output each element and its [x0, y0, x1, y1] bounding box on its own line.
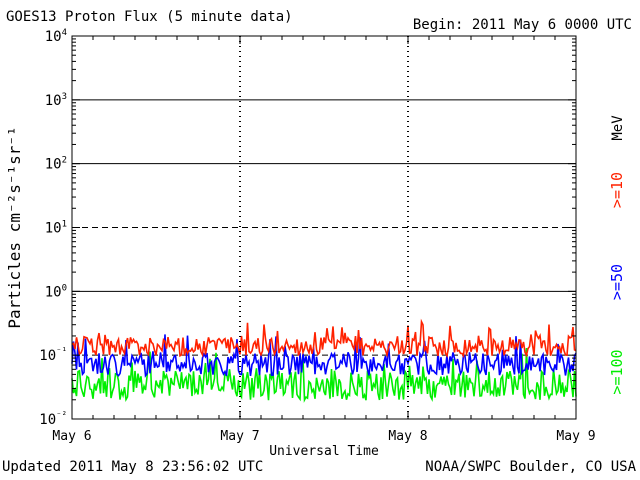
series-line	[71, 334, 577, 378]
legend-entry: >=100	[608, 349, 626, 394]
x-axis-label: Universal Time	[269, 444, 379, 459]
y-tick-label: 100	[45, 283, 67, 300]
series-line	[71, 347, 577, 403]
unit-label: MeV	[610, 115, 626, 141]
y-tick-label: 10⁻¹	[39, 347, 67, 364]
x-tick-label: May 8	[388, 429, 427, 444]
legend-entry: >=50	[608, 264, 626, 300]
y-tick-label: 104	[45, 28, 67, 45]
x-tick-label: May 9	[556, 429, 595, 444]
y-tick-label: 10⁻²	[39, 411, 67, 428]
y-axis-label: Particles cm⁻²s⁻¹sr⁻¹	[5, 126, 24, 328]
y-tick-label: 103	[45, 92, 67, 109]
legend-entry: >=10	[608, 172, 626, 208]
x-tick-label: May 7	[220, 429, 259, 444]
chart-title: GOES13 Proton Flux (5 minute data)	[6, 9, 293, 25]
source-credit: NOAA/SWPC Boulder, CO USA	[425, 459, 636, 475]
begin-time: Begin: 2011 May 6 0000 UTC	[412, 17, 632, 33]
y-tick-label: 102	[45, 156, 67, 173]
x-tick-label: May 6	[52, 429, 91, 444]
series-line	[71, 318, 577, 359]
updated-timestamp: Updated 2011 May 8 23:56:02 UTC	[2, 459, 264, 475]
y-tick-label: 101	[45, 220, 67, 237]
